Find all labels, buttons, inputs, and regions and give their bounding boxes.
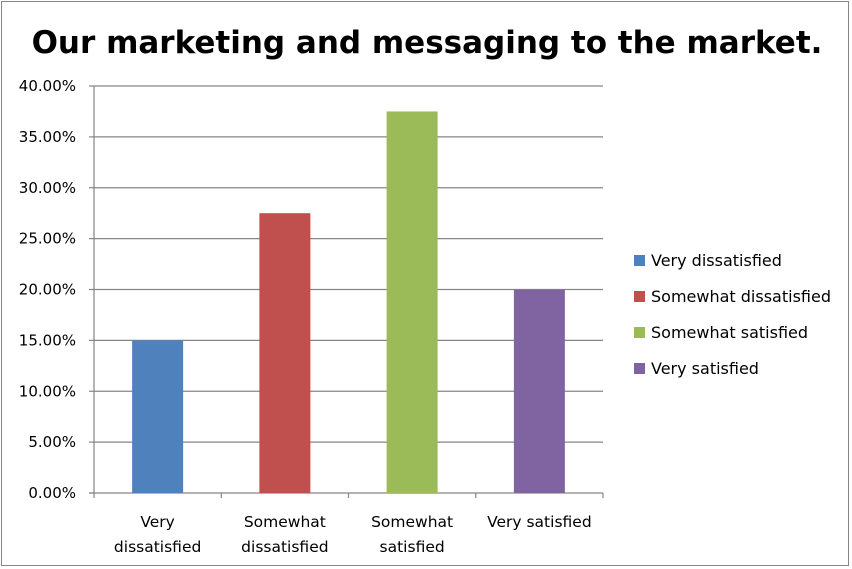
- y-tick-label: 40.00%: [19, 77, 76, 95]
- x-category-label: Somewhat satisfied: [371, 513, 453, 556]
- bars: [132, 111, 565, 493]
- legend-label: Very dissatisfied: [651, 251, 782, 270]
- y-axis-tick-labels: 0.00% 5.00% 10.00% 15.00% 20.00% 25.00% 30.00%…: [19, 77, 76, 502]
- legend-label: Somewhat satisfied: [651, 323, 808, 342]
- y-tick-label: 35.00%: [19, 128, 76, 146]
- legend-swatch: [634, 291, 645, 302]
- legend-swatch: [634, 363, 645, 374]
- legend-label: Somewhat dissatisfied: [651, 287, 831, 306]
- x-category-label: Very satisfied: [487, 513, 592, 531]
- y-tick-label: 10.00%: [19, 382, 76, 400]
- legend-swatch: [634, 255, 645, 266]
- x-axis-category-labels: Very dissatisfied Somewhat dissatisfied Some…: [114, 513, 592, 556]
- legend: Very dissatisfied Somewhat dissatisfied So…: [634, 251, 831, 378]
- y-tick-label: 15.00%: [19, 331, 76, 349]
- bar-0: [132, 340, 184, 493]
- y-tick-label: 20.00%: [19, 281, 76, 299]
- y-tick-label: 30.00%: [19, 179, 76, 197]
- y-tick-label: 5.00%: [28, 433, 76, 451]
- legend-swatch: [634, 327, 645, 338]
- y-tick-label: 25.00%: [19, 230, 76, 248]
- chart-title: Our marketing and messaging to the marke…: [32, 25, 823, 61]
- bar-3: [513, 289, 565, 493]
- legend-label: Very satisfied: [651, 359, 759, 378]
- x-category-label: Very dissatisfied: [114, 513, 201, 556]
- x-category-label: Somewhat dissatisfied: [241, 513, 328, 556]
- bar-2: [386, 111, 438, 493]
- y-tick-label: 0.00%: [28, 484, 76, 502]
- bar-1: [259, 213, 311, 493]
